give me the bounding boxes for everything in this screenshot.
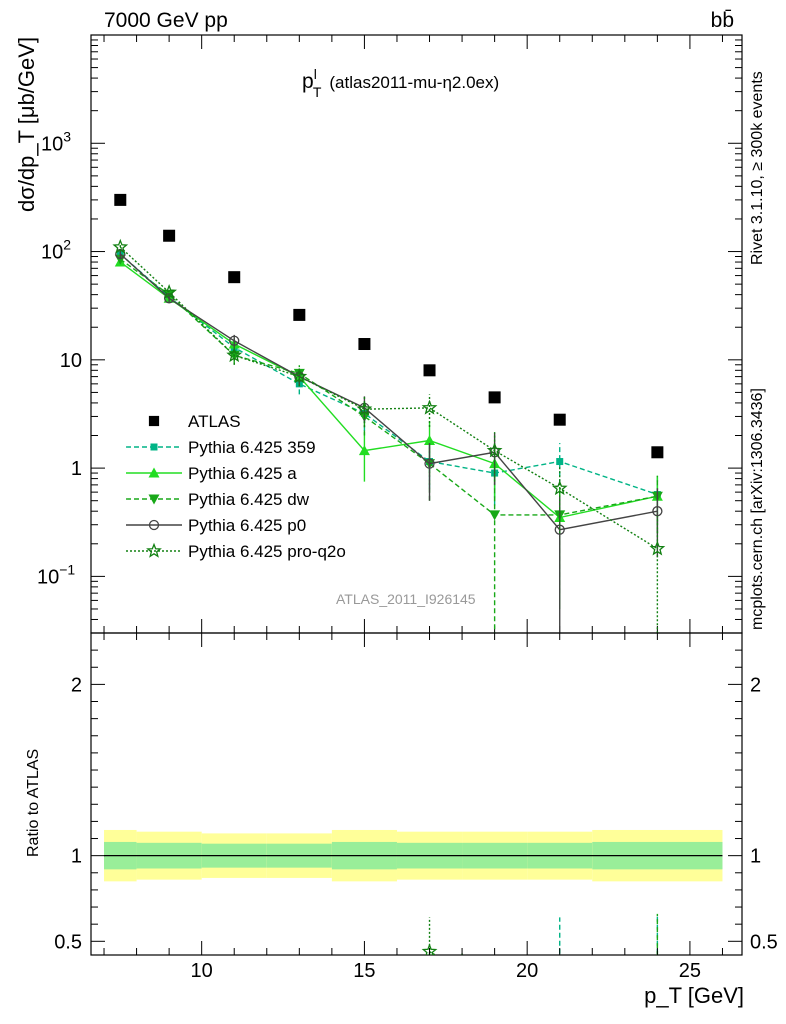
point-pq2o <box>486 442 503 458</box>
point-pq2o <box>649 540 666 556</box>
legend-entry-pq2o: Pythia 6.425 pro-q2o <box>126 542 346 561</box>
ratio-series-pdw <box>652 913 663 972</box>
legend-marker-pdw <box>148 494 160 505</box>
point-atlas <box>114 193 127 206</box>
ratio-ytick-label-left: 2 <box>71 674 82 696</box>
point-pq2o <box>551 480 568 496</box>
series-atlas <box>114 193 664 459</box>
point-atlas <box>553 413 566 426</box>
point-pq2o <box>421 399 438 415</box>
ratio-ytick-label-right: 1 <box>750 846 761 868</box>
point-pp0 <box>424 458 435 469</box>
point-pq2o <box>356 400 373 416</box>
legend-entry-pp0: Pythia 6.425 p0 <box>126 516 306 535</box>
plot-title-analysis: (atlas2011-mu-η2.0ex) <box>329 73 499 92</box>
main-ytick-label: 103 <box>41 128 71 155</box>
ratio-panel: 0.5 0.5 1 1 2 2 10 15 20 25 <box>54 632 778 982</box>
legend: ATLAS Pythia 6.425 359 Pythia 6.425 a Pythi… <box>126 412 346 561</box>
plot-title-var: p <box>302 70 314 93</box>
series-line-pq2o <box>119 246 658 550</box>
xtick-label: 25 <box>679 960 701 982</box>
point-pdw <box>489 510 501 521</box>
point-atlas <box>423 364 436 377</box>
point-atlas <box>358 338 371 351</box>
xtick-label: 15 <box>353 960 375 982</box>
series-pdw <box>114 254 663 633</box>
series-pp0 <box>115 248 663 633</box>
main-ytick-label: 10 <box>60 350 82 372</box>
point-pp0 <box>652 506 663 517</box>
series-pq2o <box>112 238 666 633</box>
point-pp0 <box>229 335 240 346</box>
ratio-frame <box>90 632 743 956</box>
mcplots-reference-label: mcplots.cern.ch [arXiv:1306.3436] <box>749 388 766 630</box>
legend-label-p359: Pythia 6.425 359 <box>188 438 316 457</box>
legend-entry-pa: Pythia 6.425 a <box>126 464 297 483</box>
rivet-version-label: Rivet 3.1.10, ≥ 300k events <box>749 71 766 265</box>
process-label: bb̄ <box>711 9 734 32</box>
analysis-watermark: ATLAS_2011_I926145 <box>336 591 476 607</box>
point-atlas <box>293 308 306 321</box>
point-pa <box>424 434 436 445</box>
ratio-data-area <box>104 829 723 976</box>
collision-energy-label: 7000 GeV pp <box>104 9 228 32</box>
ratio-point-pq2o <box>456 964 468 976</box>
main-y-axis-label: dσ/dp_T [μb/GeV] <box>14 37 39 212</box>
point-atlas <box>228 271 241 284</box>
ratio-y-axis-label: Ratio to ATLAS <box>25 749 42 857</box>
ratio-ytick-label-left: 1 <box>71 846 82 868</box>
ratio-line-p359 <box>560 962 658 964</box>
legend-entry-p359: Pythia 6.425 359 <box>126 438 316 457</box>
legend-marker-p359 <box>150 443 158 451</box>
point-atlas <box>488 391 501 404</box>
plot-title: pl T (atlas2011-mu-η2.0ex) <box>302 66 499 100</box>
ratio-series-pq2o <box>421 917 468 976</box>
ratio-point-p359 <box>654 958 661 965</box>
series-line-p359 <box>119 253 658 496</box>
point-atlas <box>651 446 664 459</box>
ratio-ytick-label-right: 0.5 <box>750 931 778 953</box>
legend-label-atlas: ATLAS <box>188 412 241 431</box>
legend-label-pa: Pythia 6.425 a <box>188 464 297 483</box>
main-ytick-label: 10−1 <box>37 561 75 588</box>
legend-label-pdw: Pythia 6.425 dw <box>188 490 310 509</box>
main-data-area <box>112 193 666 633</box>
xtick-label: 10 <box>191 960 213 982</box>
plot-title-subscript: T <box>313 84 322 100</box>
legend-marker-pp0 <box>148 519 160 531</box>
legend-marker-pq2o <box>146 542 162 558</box>
xtick-label: 20 <box>516 960 538 982</box>
point-pq2o <box>161 284 178 300</box>
ratio-ytick-label-right: 2 <box>750 674 761 696</box>
ratio-ytick-label-left: 0.5 <box>54 931 82 953</box>
point-pq2o <box>112 238 129 254</box>
ratio-point-pdw <box>652 962 663 972</box>
point-pq2o <box>291 368 308 384</box>
x-axis-label: p_T [GeV] <box>644 983 744 1008</box>
point-atlas <box>163 229 176 242</box>
legend-entry-atlas: ATLAS <box>148 412 241 431</box>
point-pq2o <box>226 347 243 363</box>
legend-marker-pa <box>148 467 160 478</box>
legend-entry-pdw: Pythia 6.425 dw <box>126 490 310 509</box>
main-ytick-label: 1 <box>71 458 82 480</box>
point-pa <box>358 445 370 456</box>
plot-title-superscript: l <box>314 66 317 82</box>
legend-marker-atlas <box>148 415 160 427</box>
main-panel: 10−1 1 10 102 103 <box>37 34 743 634</box>
point-p359 <box>556 458 564 466</box>
series-line-pdw <box>119 258 658 516</box>
legend-label-pq2o: Pythia 6.425 pro-q2o <box>188 542 346 561</box>
main-ytick-label: 102 <box>41 237 71 264</box>
series-line-pp0 <box>119 253 658 531</box>
ratio-point-p359 <box>556 960 563 967</box>
legend-label-pp0: Pythia 6.425 p0 <box>188 516 306 535</box>
